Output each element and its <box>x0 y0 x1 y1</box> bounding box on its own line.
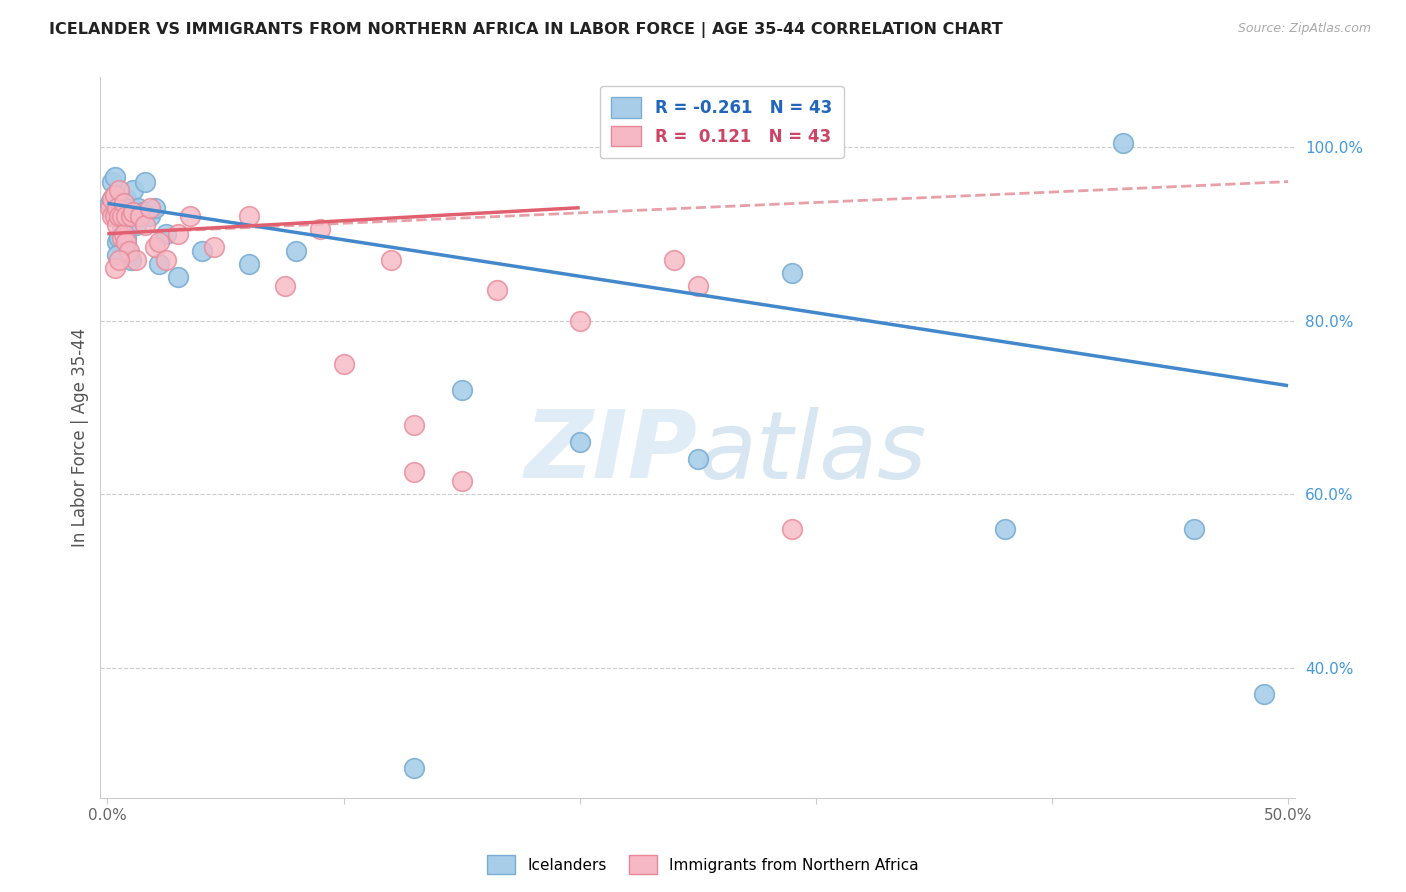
Point <box>155 252 177 267</box>
Point <box>285 244 308 258</box>
Point <box>125 218 148 232</box>
Point <box>1182 522 1205 536</box>
Point <box>118 248 141 262</box>
Point <box>167 227 190 241</box>
Point <box>105 248 128 262</box>
Point <box>134 218 156 232</box>
Text: atlas: atlas <box>697 407 927 498</box>
Point <box>139 210 162 224</box>
Legend: Icelanders, Immigrants from Northern Africa: Icelanders, Immigrants from Northern Afr… <box>481 849 925 880</box>
Point <box>105 201 128 215</box>
Point <box>101 192 124 206</box>
Point <box>780 522 803 536</box>
Point <box>115 231 138 245</box>
Point <box>122 183 145 197</box>
Point <box>1253 687 1275 701</box>
Point <box>103 187 125 202</box>
Point <box>110 210 132 224</box>
Point <box>115 235 138 250</box>
Point <box>568 313 591 327</box>
Point <box>115 192 138 206</box>
Point <box>148 235 170 250</box>
Point <box>332 357 354 371</box>
Point <box>112 210 135 224</box>
Point <box>105 210 128 224</box>
Point <box>132 205 155 219</box>
Point <box>238 210 260 224</box>
Point <box>1112 136 1135 150</box>
Point <box>108 196 131 211</box>
Point <box>404 466 426 480</box>
Point <box>103 210 125 224</box>
Text: Source: ZipAtlas.com: Source: ZipAtlas.com <box>1237 22 1371 36</box>
Point <box>125 252 148 267</box>
Legend: R = -0.261   N = 43, R =  0.121   N = 43: R = -0.261 N = 43, R = 0.121 N = 43 <box>600 86 844 158</box>
Point <box>110 231 132 245</box>
Point <box>103 187 125 202</box>
Point <box>108 210 131 224</box>
Point <box>662 252 685 267</box>
Point <box>103 170 125 185</box>
Point <box>238 257 260 271</box>
Point <box>404 417 426 432</box>
Point <box>273 278 295 293</box>
Y-axis label: In Labor Force | Age 35-44: In Labor Force | Age 35-44 <box>72 328 89 548</box>
Point <box>127 201 149 215</box>
Point <box>120 201 142 215</box>
Point <box>108 231 131 245</box>
Point <box>103 201 125 215</box>
Point <box>112 227 135 241</box>
Point <box>98 196 121 211</box>
Point <box>309 222 332 236</box>
Point <box>112 240 135 254</box>
Point <box>103 261 125 276</box>
Text: ZIP: ZIP <box>524 406 697 498</box>
Point <box>450 474 472 488</box>
Point <box>139 201 162 215</box>
Point <box>110 218 132 232</box>
Point <box>110 201 132 215</box>
Point <box>686 278 709 293</box>
Point <box>101 175 124 189</box>
Point <box>686 452 709 467</box>
Point <box>101 210 124 224</box>
Point <box>108 183 131 197</box>
Point <box>118 244 141 258</box>
Text: ICELANDER VS IMMIGRANTS FROM NORTHERN AFRICA IN LABOR FORCE | AGE 35-44 CORRELAT: ICELANDER VS IMMIGRANTS FROM NORTHERN AF… <box>49 22 1002 38</box>
Point <box>120 210 142 224</box>
Point <box>148 257 170 271</box>
Point <box>380 252 402 267</box>
Point <box>115 210 138 224</box>
Point <box>120 252 142 267</box>
Point <box>101 192 124 206</box>
Point <box>167 270 190 285</box>
Point <box>994 522 1017 536</box>
Point <box>780 266 803 280</box>
Point <box>486 283 509 297</box>
Point <box>122 205 145 219</box>
Point <box>129 210 152 224</box>
Point <box>103 205 125 219</box>
Point <box>202 240 225 254</box>
Point <box>98 201 121 215</box>
Point <box>143 240 166 254</box>
Point <box>134 175 156 189</box>
Point <box>568 435 591 450</box>
Point <box>108 252 131 267</box>
Point <box>155 227 177 241</box>
Point <box>179 210 201 224</box>
Point <box>143 201 166 215</box>
Point <box>105 235 128 250</box>
Point <box>105 218 128 232</box>
Point <box>450 383 472 397</box>
Point <box>404 761 426 775</box>
Point <box>191 244 214 258</box>
Point <box>112 196 135 211</box>
